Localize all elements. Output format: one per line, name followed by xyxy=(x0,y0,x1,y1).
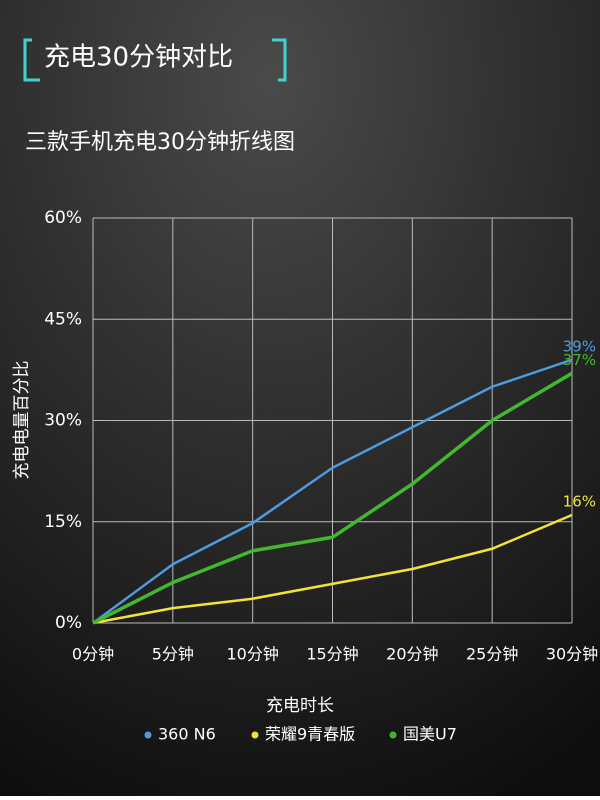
legend-label: 国美U7 xyxy=(403,725,457,744)
data-label: 16% xyxy=(563,493,596,511)
x-tick-label: 15分钟 xyxy=(306,645,358,664)
legend-label: 360 N6 xyxy=(158,725,216,744)
header-title: 充电30分钟对比 xyxy=(44,43,233,73)
x-axis-label: 充电时长 xyxy=(266,696,334,716)
series-line xyxy=(92,358,573,625)
x-tick-label: 10分钟 xyxy=(226,645,278,664)
series-line xyxy=(92,371,573,625)
y-tick-label: 0% xyxy=(55,613,82,633)
legend-label: 荣耀9青春版 xyxy=(265,725,355,744)
y-tick-label: 60% xyxy=(44,208,82,228)
chart-title: 三款手机充电30分钟折线图 xyxy=(25,130,295,155)
x-tick-label: 25分钟 xyxy=(466,645,518,664)
y-tick-label: 30% xyxy=(44,411,82,431)
legend-marker xyxy=(251,731,259,739)
legend-marker xyxy=(144,731,152,739)
series-line xyxy=(92,513,573,625)
header-frame xyxy=(23,38,287,82)
data-label: 37% xyxy=(563,351,596,369)
x-tick-label: 5分钟 xyxy=(152,645,194,664)
x-tick-label: 0分钟 xyxy=(72,645,114,664)
x-tick-label: 20分钟 xyxy=(386,645,438,664)
legend-marker xyxy=(389,731,397,739)
y-axis-label: 充电电量百分比 xyxy=(12,361,32,480)
y-tick-label: 45% xyxy=(44,309,82,329)
x-tick-label: 30分钟 xyxy=(546,645,598,664)
y-tick-label: 15% xyxy=(44,512,82,532)
data-label: 39% xyxy=(563,337,596,355)
